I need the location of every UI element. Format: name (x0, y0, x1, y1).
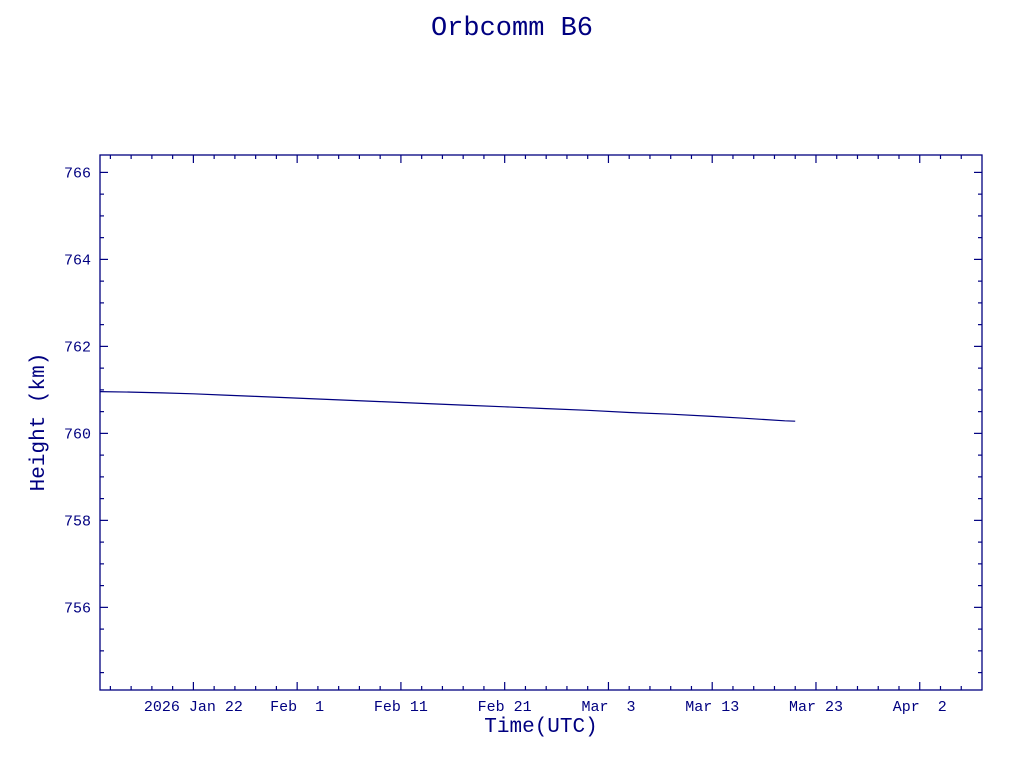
height-series-line (99, 391, 796, 422)
x-axis-label: Time(UTC) (484, 716, 598, 739)
x-tick-label: Apr 2 (893, 699, 947, 716)
plot-frame (99, 154, 983, 691)
chart-title: Orbcomm B6 (430, 14, 594, 44)
x-tick-label: Feb 1 (270, 699, 324, 716)
x-tick-label: Feb 11 (374, 699, 428, 716)
x-tick-label: 2026 Jan 22 (144, 699, 243, 716)
x-tick-label: Mar 23 (789, 699, 843, 716)
y-tick-label: 760 (64, 426, 91, 443)
x-tick-label: Mar 13 (685, 699, 739, 716)
y-tick-label: 764 (64, 252, 91, 269)
y-tick-label: 758 (64, 513, 91, 530)
y-tick-label: 766 (64, 165, 91, 182)
x-tick-label: Feb 21 (478, 699, 532, 716)
x-tick-label: Mar 3 (581, 699, 635, 716)
y-tick-label: 762 (64, 339, 91, 356)
y-tick-label: 756 (64, 600, 91, 617)
